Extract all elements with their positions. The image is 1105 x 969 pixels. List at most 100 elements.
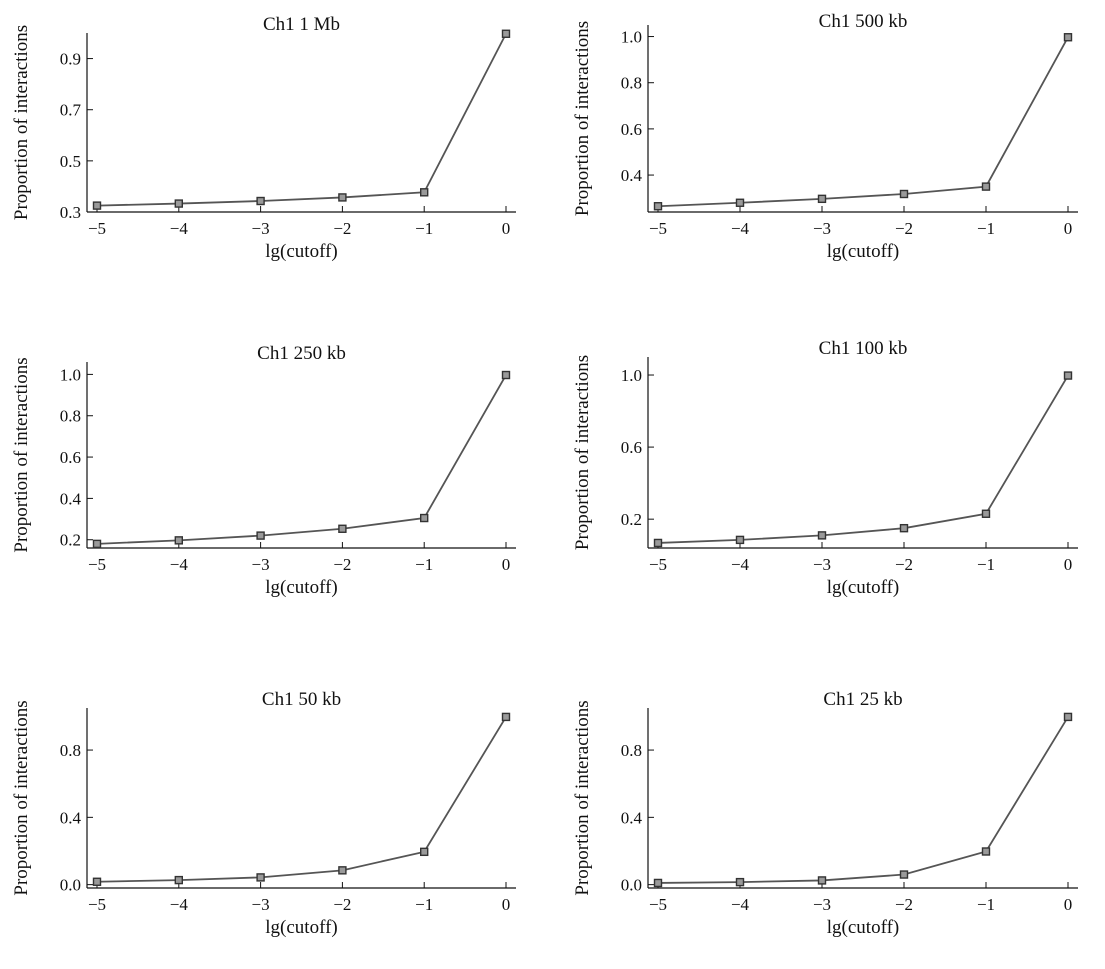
data-point-marker	[1063, 371, 1073, 380]
y-tick-label: 0.3	[60, 203, 81, 222]
y-tick-label: 0.6	[621, 120, 642, 139]
x-axis-title: lg(cutoff)	[827, 577, 899, 598]
y-tick-label: 1.0	[621, 28, 642, 47]
data-point-marker	[256, 196, 265, 206]
y-axis-title: Proportion of interactions	[11, 25, 32, 220]
data-point-marker	[735, 198, 745, 207]
data-point-marker	[981, 847, 991, 856]
x-axis-title: lg(cutoff)	[827, 241, 899, 262]
data-point-marker	[420, 188, 429, 197]
x-tick-label: −3	[813, 895, 831, 914]
y-tick-label: 0.8	[60, 741, 81, 760]
chart-panel-1: −5 −4 −3 −2 −1 0 0.3 0.5 0.7 0.9 Ch1 1 Mb lg(cutoff…	[11, 14, 516, 262]
x-tick-label: 0	[502, 555, 511, 574]
x-tick-label: −1	[415, 219, 433, 238]
y-tick-label: 1.0	[621, 366, 642, 385]
data-point-marker	[817, 531, 827, 540]
x-axis-title: lg(cutoff)	[827, 917, 899, 938]
series-line	[657, 375, 1069, 544]
x-axis-title: lg(cutoff)	[265, 241, 337, 262]
data-point-marker	[256, 531, 265, 540]
x-tick-label: 0	[1064, 555, 1073, 574]
panel-title: Ch1 250 kb	[257, 343, 346, 364]
chart-panel-3: −5 −4 −3 −2 −1 0 0.2 0.4 0.6 0.8 1.0 Ch1 250 kb lg(c…	[11, 343, 516, 598]
y-tick-label: 0.4	[621, 808, 643, 827]
x-tick-label: −3	[252, 895, 270, 914]
x-tick-label: −5	[649, 895, 667, 914]
x-tick-label: −5	[649, 555, 667, 574]
data-point-marker	[899, 870, 909, 879]
x-tick-label: 0	[502, 895, 511, 914]
x-tick-label: 0	[502, 219, 511, 238]
x-tick-label: 0	[1064, 895, 1073, 914]
y-tick-label: 0.8	[60, 407, 81, 426]
data-point-marker	[1063, 33, 1073, 42]
x-tick-label: −1	[977, 895, 995, 914]
data-point-marker	[981, 509, 991, 518]
y-axis-title: Proportion of interactions	[572, 21, 593, 216]
series-line	[657, 36, 1069, 208]
x-tick-label: 0	[1064, 219, 1073, 238]
data-point-marker	[899, 523, 909, 533]
data-point-marker	[501, 712, 511, 722]
x-tick-label: −3	[252, 555, 270, 574]
data-point-marker	[174, 536, 184, 545]
x-tick-label: −4	[170, 219, 189, 238]
data-point-marker	[981, 182, 991, 191]
data-point-marker	[174, 875, 184, 885]
panel-title: Ch1 25 kb	[823, 689, 902, 710]
panel-title: Ch1 100 kb	[819, 338, 908, 359]
data-point-marker	[92, 201, 102, 210]
chart-panel-2: −5 −4 −3 −2 −1 0 0.4 0.6 0.8 1.0 Ch1 500 kb lg(cuto…	[572, 11, 1078, 262]
x-tick-label: −1	[977, 219, 995, 238]
data-point-marker	[338, 193, 347, 202]
data-point-marker	[92, 877, 102, 886]
data-point-marker	[174, 199, 184, 208]
x-tick-label: −2	[333, 895, 351, 914]
y-tick-label: 0.7	[60, 101, 82, 120]
x-tick-label: −3	[252, 219, 270, 238]
x-tick-label: −2	[895, 219, 913, 238]
x-tick-label: −1	[415, 895, 433, 914]
chart-panel-6: −5 −4 −3 −2 −1 0 0.0 0.4 0.8 Ch1 25 kb lg(cutoff) P…	[572, 689, 1078, 938]
x-tick-label: −4	[731, 895, 750, 914]
y-axis-title: Proportion of interactions	[11, 700, 32, 895]
series-line	[96, 33, 507, 207]
y-tick-label: 0.6	[60, 448, 81, 467]
y-tick-label: 0.2	[621, 510, 642, 529]
data-point-marker	[501, 370, 511, 380]
y-tick-label: 1.0	[60, 365, 81, 384]
data-point-marker	[420, 847, 429, 857]
series-line	[96, 716, 507, 883]
x-tick-label: −4	[170, 555, 189, 574]
chart-panel-5: −5 −4 −3 −2 −1 0 0.0 0.4 0.8 Ch1 50 kb lg(cutoff) P…	[11, 689, 516, 938]
x-tick-label: −3	[813, 555, 831, 574]
x-tick-label: −5	[649, 219, 667, 238]
x-tick-label: −1	[977, 555, 995, 574]
y-tick-label: 0.8	[621, 74, 642, 93]
data-point-marker	[653, 202, 663, 211]
y-tick-label: 0.4	[60, 808, 82, 827]
x-tick-label: −5	[88, 895, 106, 914]
panel-title: Ch1 1 Mb	[263, 14, 340, 35]
x-tick-label: −5	[88, 219, 106, 238]
x-tick-label: −4	[731, 555, 750, 574]
x-tick-label: −1	[415, 555, 433, 574]
data-point-marker	[256, 873, 265, 882]
panel-title: Ch1 500 kb	[819, 11, 908, 32]
x-tick-label: −2	[895, 555, 913, 574]
data-point-marker	[899, 189, 909, 199]
chart-panel-4: −5 −4 −3 −2 −1 0 0.2 0.6 1.0 Ch1 100 kb lg(cutoff)…	[572, 338, 1078, 598]
y-tick-label: 0.9	[60, 50, 81, 69]
y-axis-title: Proportion of interactions	[11, 357, 32, 552]
x-tick-label: −4	[731, 219, 750, 238]
data-point-marker	[735, 535, 745, 545]
y-axis-title: Proportion of interactions	[572, 355, 593, 550]
y-tick-label: 0.4	[621, 166, 643, 185]
panel-title: Ch1 50 kb	[262, 689, 341, 710]
x-tick-label: −2	[895, 895, 913, 914]
y-tick-label: 0.8	[621, 741, 642, 760]
data-point-marker	[420, 513, 429, 523]
